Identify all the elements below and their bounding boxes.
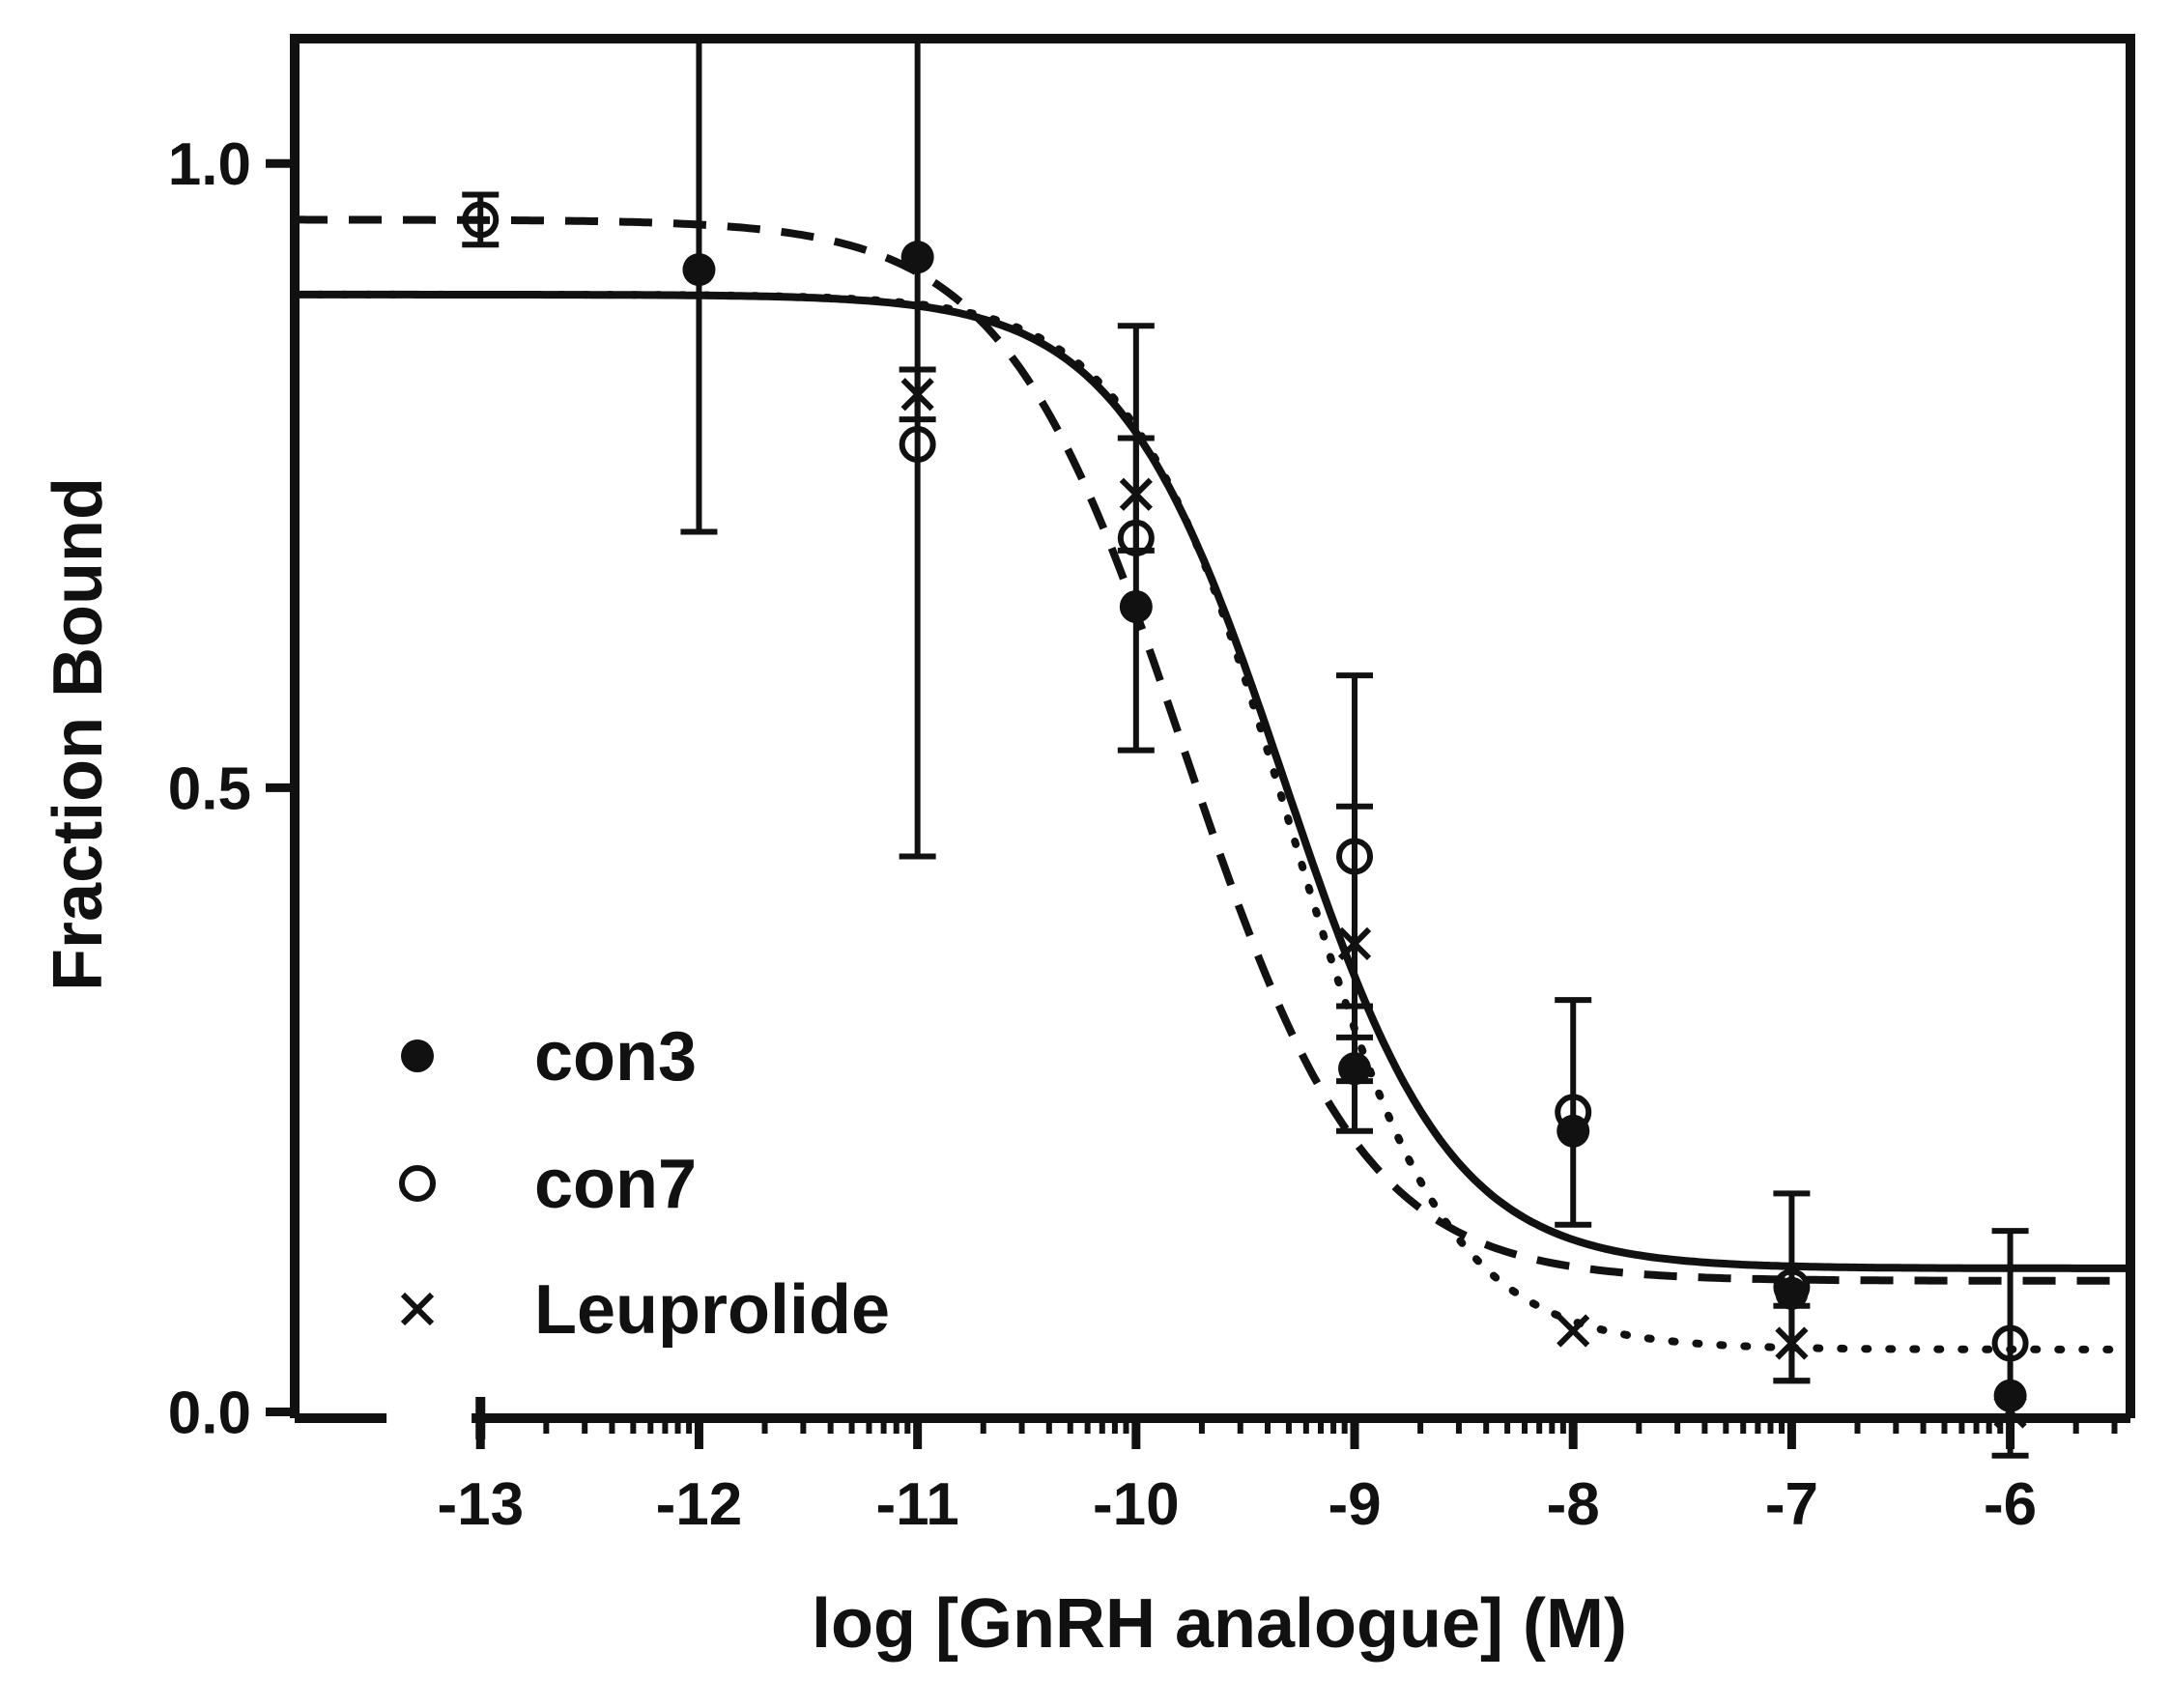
- plot-frame: [290, 34, 2135, 1418]
- fit-curve-con3: [295, 215, 2130, 1285]
- x-tick-label: -7: [1765, 1471, 1818, 1538]
- legend: con3 con7 Leuprolide: [399, 1018, 890, 1349]
- y-axis-label: Fraction Bound: [40, 477, 117, 991]
- x-tick-label: -13: [437, 1471, 524, 1538]
- x-tick-label: -6: [1984, 1471, 2037, 1538]
- x-tick-label: -8: [1547, 1471, 1600, 1538]
- marker-con7: [899, 426, 936, 463]
- y-tick-label: 0.0: [168, 1381, 251, 1447]
- legend-marker-con3: [401, 1039, 434, 1072]
- legend-item-con7: con7: [399, 1146, 697, 1223]
- marker-con7: [1991, 1324, 2029, 1362]
- data-markers: [462, 201, 2029, 1429]
- plot-border: [290, 34, 2135, 1418]
- marker-con7: [1117, 519, 1155, 556]
- y-axis: 0.0 0.5 1.0: [168, 131, 295, 1447]
- legend-label-leuprolide: Leuprolide: [534, 1271, 890, 1349]
- marker-con7: [1773, 1268, 1811, 1306]
- x-axis-label: log [GnRH analogue] (M): [812, 1585, 1627, 1663]
- x-tick-label: -11: [876, 1471, 959, 1538]
- marker-leuprolide: [900, 378, 934, 412]
- legend-label-con7: con7: [534, 1146, 697, 1223]
- legend-item-leuprolide: Leuprolide: [400, 1271, 890, 1349]
- marker-leuprolide: [1337, 926, 1372, 961]
- y-tick-label: 0.5: [168, 755, 251, 822]
- marker-con3: [1993, 1379, 2027, 1412]
- marker-leuprolide: [1119, 477, 1153, 511]
- x-axis: -13 -12 -11 -10 -9 -8 -7 -6: [295, 1397, 2130, 1538]
- fit-curve-con7: [295, 290, 2130, 1272]
- x-tick-label: -12: [656, 1471, 743, 1538]
- y-tick-label: 1.0: [168, 131, 251, 198]
- marker-con3: [1119, 590, 1153, 623]
- marker-leuprolide: [1557, 1314, 1590, 1348]
- x-tick-label: -9: [1328, 1471, 1381, 1538]
- x-tick-label: -10: [1093, 1471, 1180, 1538]
- fit-curve-leuprolide: [295, 290, 2130, 1353]
- error-bars: [462, 39, 2029, 1459]
- legend-item-con3: con3: [401, 1018, 697, 1096]
- legend-marker-leuprolide: [400, 1292, 435, 1326]
- marker-con7: [462, 201, 500, 239]
- marker-con7: [1555, 1094, 1592, 1131]
- marker-con7: [1336, 838, 1374, 875]
- legend-label-con3: con3: [534, 1018, 697, 1096]
- fit-curves: [295, 215, 2130, 1353]
- marker-con3: [900, 241, 934, 274]
- marker-con3: [682, 253, 716, 287]
- legend-marker-con7: [399, 1165, 436, 1202]
- marker-con3: [1338, 1052, 1372, 1086]
- marker-leuprolide: [1775, 1326, 1809, 1360]
